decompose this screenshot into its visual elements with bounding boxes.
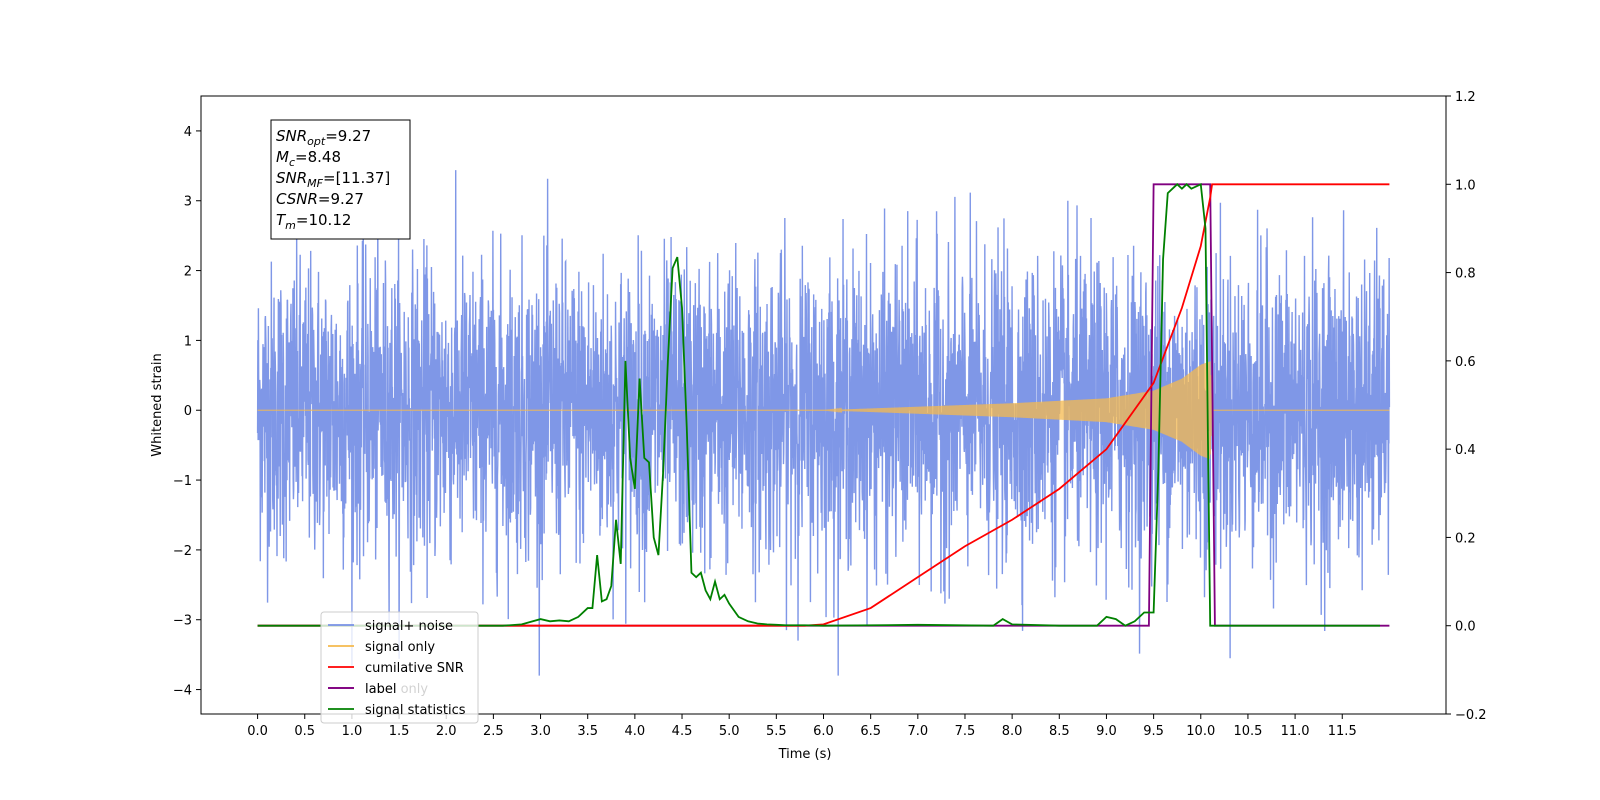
x-tick-label: 2.0 bbox=[436, 724, 457, 739]
y-tick-label: 0 bbox=[184, 404, 192, 419]
y-right-tick-label: 0.6 bbox=[1455, 355, 1476, 370]
x-tick-label: 2.5 bbox=[483, 724, 504, 739]
x-tick-label: 4.5 bbox=[672, 724, 693, 739]
info-box: SNRopt=9.27Mc=8.48SNRMF=[11.37]CSNR=9.27… bbox=[270, 119, 411, 240]
y-right-tick-label: −0.2 bbox=[1455, 708, 1487, 723]
x-axis-label: Time (s) bbox=[778, 747, 832, 762]
y-tick-label: 1 bbox=[184, 334, 192, 349]
x-tick-label: 5.0 bbox=[719, 724, 740, 739]
series-signal-only bbox=[257, 361, 1390, 459]
info-line: SNRopt=9.27 bbox=[276, 127, 371, 148]
y-tick-label: −1 bbox=[173, 474, 192, 489]
y-tick-label: 2 bbox=[184, 265, 192, 280]
x-tick-label: 0.0 bbox=[247, 724, 268, 739]
legend: signal+ noise signal only cumilative SNR la… bbox=[320, 611, 479, 724]
x-tick-label: 1.5 bbox=[389, 724, 410, 739]
x-tick-label: 7.5 bbox=[955, 724, 976, 739]
x-tick-label: 7.0 bbox=[907, 724, 928, 739]
x-tick-label: 5.5 bbox=[766, 724, 787, 739]
y-right-tick-label: 1.0 bbox=[1455, 178, 1476, 193]
x-tick-label: 10.5 bbox=[1233, 724, 1262, 739]
x-tick-label: 3.5 bbox=[577, 724, 598, 739]
y-axis-left: 4 3 2 1 0 −1 −2 −3 −4 bbox=[173, 125, 201, 699]
legend-label: signal+ noise bbox=[365, 619, 453, 634]
y-right-tick-label: 0.2 bbox=[1455, 531, 1476, 546]
y-tick-label: 3 bbox=[184, 195, 192, 210]
y-right-tick-label: 0.4 bbox=[1455, 443, 1476, 458]
legend-label: cumilative SNR bbox=[365, 661, 464, 676]
y-right-tick-label: 0.0 bbox=[1455, 620, 1476, 635]
info-line: Tm=10.12 bbox=[276, 211, 351, 232]
legend-label: label only bbox=[365, 682, 428, 697]
y-tick-label: −2 bbox=[173, 544, 192, 559]
info-box-frame bbox=[270, 119, 411, 240]
legend-label: signal statistics bbox=[365, 703, 466, 718]
x-tick-label: 6.5 bbox=[860, 724, 881, 739]
info-line: Mc=8.48 bbox=[276, 148, 341, 169]
x-axis: 0.0 0.5 1.0 1.5 2.0 2.5 3.0 3.5 4.0 4.5 5.0 5.5 6.0 6… bbox=[247, 714, 1357, 739]
y-axis-label: Whitened strain bbox=[150, 353, 165, 456]
x-tick-label: 6.0 bbox=[813, 724, 834, 739]
info-line: CSNR=9.27 bbox=[276, 190, 364, 208]
legend-label: label bbox=[365, 682, 396, 697]
info-line: SNRMF=[11.37] bbox=[276, 169, 390, 190]
x-tick-label: 9.0 bbox=[1096, 724, 1117, 739]
y-right-tick-label: 1.2 bbox=[1455, 90, 1476, 105]
x-tick-label: 3.0 bbox=[530, 724, 551, 739]
x-tick-label: 9.5 bbox=[1143, 724, 1164, 739]
x-tick-label: 11.0 bbox=[1281, 724, 1310, 739]
y-tick-label: 4 bbox=[184, 125, 192, 140]
legend-label: signal only bbox=[365, 640, 435, 655]
y-tick-label: −3 bbox=[173, 614, 192, 629]
series-cumulative-snr bbox=[257, 183, 1390, 627]
y-tick-label: −4 bbox=[173, 684, 192, 699]
x-tick-label: 4.0 bbox=[625, 724, 646, 739]
x-tick-label: 11.5 bbox=[1328, 724, 1357, 739]
x-tick-label: 1.0 bbox=[342, 724, 363, 739]
x-tick-label: 0.5 bbox=[294, 724, 315, 739]
x-tick-label: 10.0 bbox=[1186, 724, 1215, 739]
plot-area bbox=[256, 170, 1391, 676]
y-right-tick-label: 0.8 bbox=[1455, 267, 1476, 282]
y-axis-right: 1.2 1.0 0.8 0.6 0.4 0.2 0.0 −0.2 bbox=[1446, 90, 1487, 723]
series-signal-statistics bbox=[257, 182, 1380, 627]
x-tick-label: 8.5 bbox=[1049, 724, 1070, 739]
x-tick-label: 8.0 bbox=[1002, 724, 1023, 739]
series-signal-noise bbox=[256, 170, 1391, 676]
legend-frame bbox=[320, 611, 479, 724]
